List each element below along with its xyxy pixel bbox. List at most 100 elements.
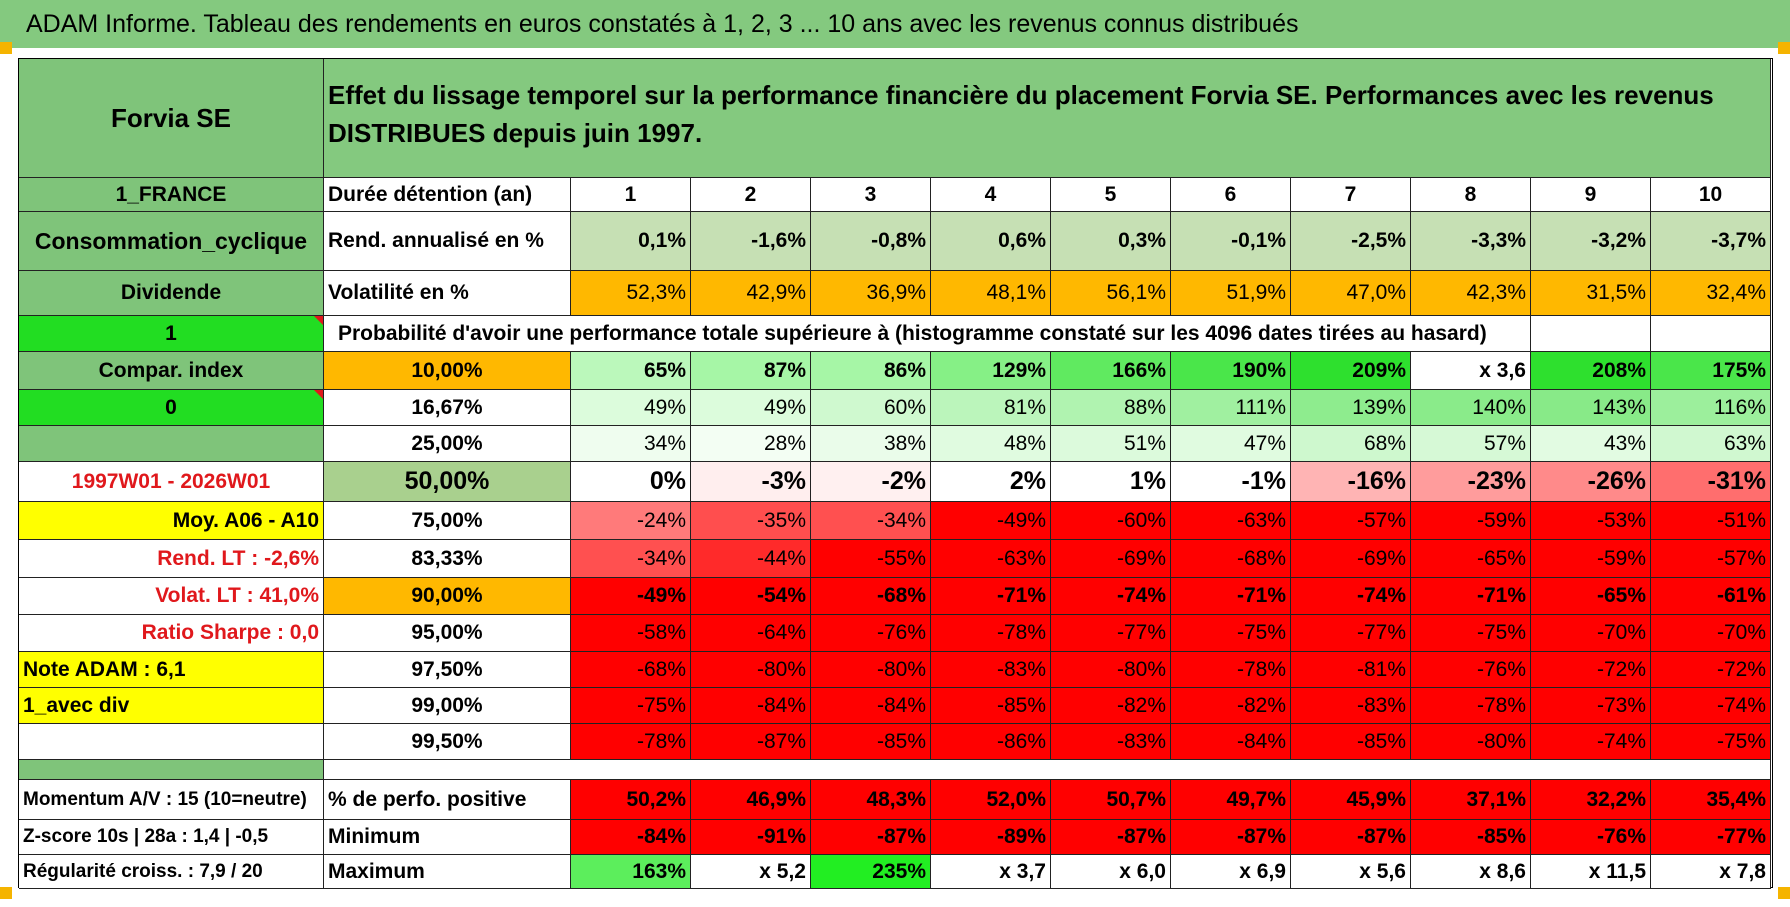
probability-value: -65% — [1411, 540, 1531, 578]
blank-cell — [1531, 316, 1651, 352]
probability-value: -76% — [811, 615, 931, 652]
probability-value: 38% — [811, 426, 931, 462]
bottom-value: -76% — [1531, 820, 1651, 855]
probability-value: 86% — [811, 352, 931, 390]
year-header: 6 — [1171, 178, 1291, 212]
bottom-value: x 6,9 — [1171, 855, 1291, 889]
return-label: Rend. annualisé en % — [324, 212, 571, 271]
year-header: 5 — [1051, 178, 1171, 212]
probability-value: -64% — [691, 615, 811, 652]
probability-value: -49% — [931, 502, 1051, 540]
blank-cell — [19, 426, 324, 462]
note-adam-cell: Note ADAM : 6,1 — [19, 652, 324, 688]
probability-value: -80% — [1051, 652, 1171, 688]
year-header: 9 — [1531, 178, 1651, 212]
corner-marker — [1778, 42, 1790, 54]
probability-value: -78% — [931, 615, 1051, 652]
return-value: -3,2% — [1531, 212, 1651, 271]
probability-value: 28% — [691, 426, 811, 462]
probability-value: 88% — [1051, 390, 1171, 426]
year-header: 3 — [811, 178, 931, 212]
return-value: -2,5% — [1291, 212, 1411, 271]
return-value: 0,1% — [571, 212, 691, 271]
probability-value: -51% — [1651, 502, 1771, 540]
probability-value: -83% — [1291, 688, 1411, 724]
probability-value: 47% — [1171, 426, 1291, 462]
probability-value: 65% — [571, 352, 691, 390]
probability-value: -82% — [1171, 688, 1291, 724]
probability-value: -26% — [1531, 462, 1651, 502]
probability-value: -85% — [931, 688, 1051, 724]
probability-threshold: 10,00% — [324, 352, 571, 390]
year-header: 7 — [1291, 178, 1411, 212]
probability-value: -16% — [1291, 462, 1411, 502]
probability-value: 208% — [1531, 352, 1651, 390]
probability-value: -80% — [691, 652, 811, 688]
probability-value: -60% — [1051, 502, 1171, 540]
volatility-value: 32,4% — [1651, 271, 1771, 316]
bottom-value: 50,2% — [571, 780, 691, 820]
probability-threshold: 75,00% — [324, 502, 571, 540]
probability-value: 166% — [1051, 352, 1171, 390]
probability-value: -34% — [571, 540, 691, 578]
year-header: 8 — [1411, 178, 1531, 212]
probability-value: -49% — [571, 578, 691, 615]
sharpe-cell: Ratio Sharpe : 0,0 — [19, 615, 324, 652]
probability-threshold: 95,00% — [324, 615, 571, 652]
return-value: 0,6% — [931, 212, 1051, 271]
probability-threshold: 83,33% — [324, 540, 571, 578]
volatility-value: 42,9% — [691, 271, 811, 316]
probability-value: 60% — [811, 390, 931, 426]
probability-value: 143% — [1531, 390, 1651, 426]
probability-value: -82% — [1051, 688, 1171, 724]
return-value: -0,8% — [811, 212, 931, 271]
rend-lt-cell: Rend. LT : -2,6% — [19, 540, 324, 578]
probability-value: -35% — [691, 502, 811, 540]
bottom-value: -87% — [1171, 820, 1291, 855]
table-description: Effet du lissage temporel sur la perform… — [324, 59, 1771, 178]
probability-value: -83% — [931, 652, 1051, 688]
probability-value: 140% — [1411, 390, 1531, 426]
country-cell: 1_FRANCE — [19, 178, 324, 212]
probability-value: -74% — [1291, 578, 1411, 615]
volat-lt-cell: Volat. LT : 41,0% — [19, 578, 324, 615]
bottom-value: 32,2% — [1531, 780, 1651, 820]
probability-value: -78% — [571, 724, 691, 760]
probability-value: 111% — [1171, 390, 1291, 426]
probability-value: -85% — [811, 724, 931, 760]
probability-value: -74% — [1051, 578, 1171, 615]
probability-value: -55% — [811, 540, 931, 578]
sector-cell: Consommation_cyclique — [19, 212, 324, 271]
probability-value: 209% — [1291, 352, 1411, 390]
flag-one-cell: 1 — [19, 316, 324, 352]
moy-cell: Moy. A06 - A10 — [19, 502, 324, 540]
probability-value: 43% — [1531, 426, 1651, 462]
bottom-value: x 5,2 — [691, 855, 811, 889]
probability-value: -72% — [1651, 652, 1771, 688]
probability-value: -59% — [1531, 540, 1651, 578]
probability-value: -68% — [1171, 540, 1291, 578]
volatility-value: 52,3% — [571, 271, 691, 316]
probability-value: 87% — [691, 352, 811, 390]
probability-value: -69% — [1051, 540, 1171, 578]
probability-value: -75% — [1651, 724, 1771, 760]
probability-value: -84% — [1171, 724, 1291, 760]
probability-value: 57% — [1411, 426, 1531, 462]
bottom-value: 46,9% — [691, 780, 811, 820]
bottom-value: -89% — [931, 820, 1051, 855]
probability-value: -83% — [1051, 724, 1171, 760]
volatility-value: 48,1% — [931, 271, 1051, 316]
probability-value: -34% — [811, 502, 931, 540]
probability-value: -85% — [1291, 724, 1411, 760]
corner-marker — [0, 887, 12, 899]
probability-value: -65% — [1531, 578, 1651, 615]
probability-value: -70% — [1531, 615, 1651, 652]
probability-value: -31% — [1651, 462, 1771, 502]
probability-value: 175% — [1651, 352, 1771, 390]
probability-value: -44% — [691, 540, 811, 578]
probability-value: -75% — [1411, 615, 1531, 652]
probability-value: 34% — [571, 426, 691, 462]
corner-marker — [0, 42, 12, 54]
compar-index-cell: Compar. index — [19, 352, 324, 390]
probability-value: -59% — [1411, 502, 1531, 540]
